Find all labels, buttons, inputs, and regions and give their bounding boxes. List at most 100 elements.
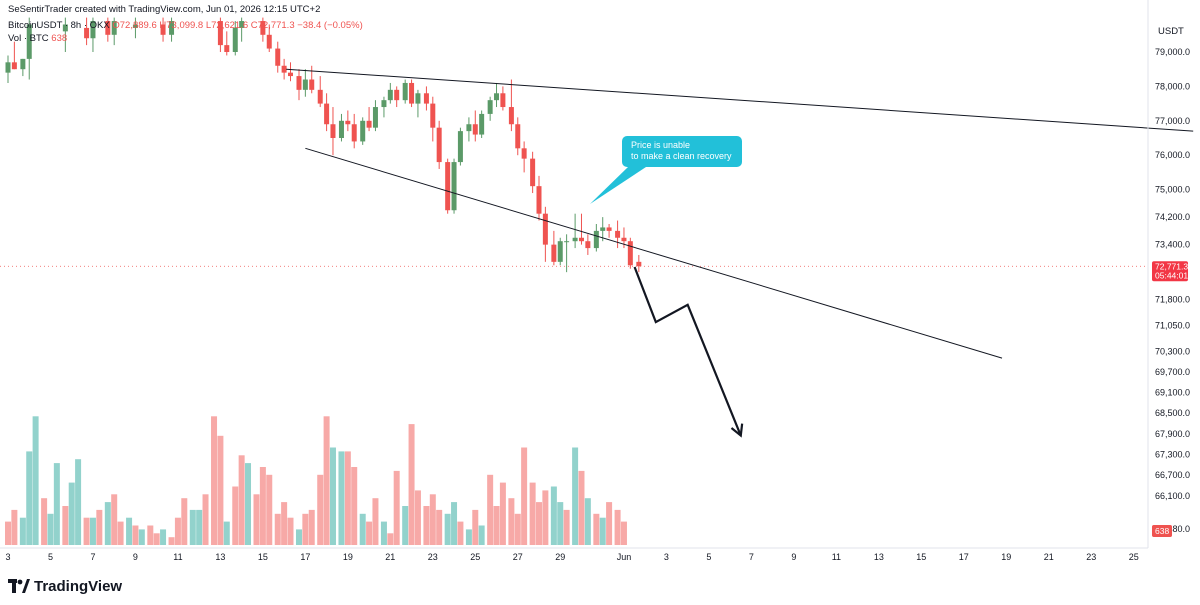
price-callout[interactable]: Price is unable to make a clean recovery <box>622 136 742 167</box>
price-tick-label: 69,700.0 <box>1155 367 1190 377</box>
candle <box>275 41 281 73</box>
volume-bar <box>578 470 585 545</box>
volume-bar <box>11 509 18 545</box>
time-tick-label: 15 <box>258 552 268 562</box>
candle-body <box>521 148 527 159</box>
candle-body <box>636 261 642 267</box>
candle <box>415 89 421 118</box>
candle <box>232 21 238 56</box>
candle <box>572 213 578 249</box>
volume-bar <box>593 513 600 545</box>
candle <box>5 55 11 83</box>
time-tick-label: 9 <box>133 552 138 562</box>
candle-body <box>572 237 578 242</box>
candle <box>296 69 302 101</box>
candle <box>578 213 584 245</box>
candle <box>472 110 478 142</box>
last-price-tag <box>1152 261 1188 282</box>
volume-bar <box>408 424 415 545</box>
time-tick-label: 3 <box>5 552 10 562</box>
candle-body <box>451 162 457 211</box>
volume-bar <box>62 506 69 545</box>
volume-bar <box>68 482 75 545</box>
bar-countdown: 05:44:01 <box>1155 270 1188 280</box>
candle-body <box>600 227 606 231</box>
time-axis: 3 5 7 9 11 13 15 17 19 21 23 25 27 29 Jun 3 5 7 9 11 13 15 17 1… <box>0 547 1148 562</box>
volume-bar <box>202 494 209 545</box>
candle <box>309 65 315 94</box>
candle <box>217 17 223 52</box>
volume-bar <box>111 494 118 545</box>
projection-arrowhead <box>730 423 744 438</box>
candle-body <box>487 100 493 114</box>
candle <box>430 96 436 142</box>
candle <box>224 31 230 56</box>
candle <box>11 41 17 70</box>
lower-trendline <box>305 147 1003 359</box>
candle <box>111 17 117 46</box>
candle-body <box>296 76 302 90</box>
candle <box>457 127 463 166</box>
volume-bar <box>223 521 230 545</box>
tradingview-logo-icon <box>8 579 30 593</box>
volume-bar <box>47 513 54 545</box>
candle-body <box>105 21 111 35</box>
candle <box>84 17 90 46</box>
volume-bar <box>606 502 613 545</box>
candle-body <box>160 24 166 35</box>
time-tick-label: 9 <box>791 552 796 562</box>
candle <box>324 93 330 132</box>
tradingview-logo[interactable]: TradingView <box>8 577 122 595</box>
candle-body <box>360 120 366 142</box>
callout-line-2: to make a clean recovery <box>631 151 732 161</box>
volume-bar <box>423 506 430 545</box>
candle <box>445 158 451 214</box>
candle <box>239 17 245 42</box>
volume-bar <box>599 517 606 545</box>
candle <box>615 220 621 249</box>
candle-body <box>402 82 408 101</box>
candle-body <box>515 124 521 149</box>
candle-body <box>409 82 415 104</box>
candle-body <box>260 21 266 35</box>
volume-bar <box>557 502 564 545</box>
volume-bar <box>174 517 181 545</box>
candle <box>530 151 536 194</box>
volume-bar <box>444 513 451 545</box>
volume-bars <box>5 416 627 545</box>
candle <box>600 217 606 242</box>
candle-body <box>351 124 357 142</box>
candle <box>466 117 472 142</box>
volume-bar <box>238 455 245 545</box>
candle <box>402 79 408 104</box>
candle <box>627 237 633 269</box>
candle <box>606 224 612 238</box>
volume-legend[interactable]: Vol · BTC 638 <box>8 33 67 44</box>
candle <box>593 224 599 252</box>
price-tick-label: 66,100.0 <box>1155 491 1190 501</box>
price-tick-label: 73,400.0 <box>1155 240 1190 250</box>
volume-bar <box>245 463 252 545</box>
candle-body <box>557 241 563 262</box>
candle-body <box>578 237 584 242</box>
volume-bar <box>584 498 591 545</box>
symbol-legend[interactable]: BitcoinUSDT · 8h · OKX O72,889.6 H73,099… <box>8 20 363 31</box>
volume-bar <box>274 513 281 545</box>
candle <box>351 113 357 149</box>
candle-body <box>169 21 175 35</box>
candle-body <box>232 27 238 52</box>
candle-body <box>472 124 478 135</box>
volume-bar <box>41 498 48 545</box>
price-tick-label: 75,000.0 <box>1155 185 1190 195</box>
volume-bar <box>614 509 621 545</box>
candle <box>636 254 642 273</box>
candle-body <box>627 241 633 266</box>
volume-bar <box>542 490 549 545</box>
candle-body <box>430 103 436 128</box>
candle-body <box>387 89 393 101</box>
candle <box>487 96 493 121</box>
price-tick-label: 66,700.0 <box>1155 470 1190 480</box>
volume-bar <box>138 529 145 545</box>
time-tick-label: 25 <box>470 552 480 562</box>
